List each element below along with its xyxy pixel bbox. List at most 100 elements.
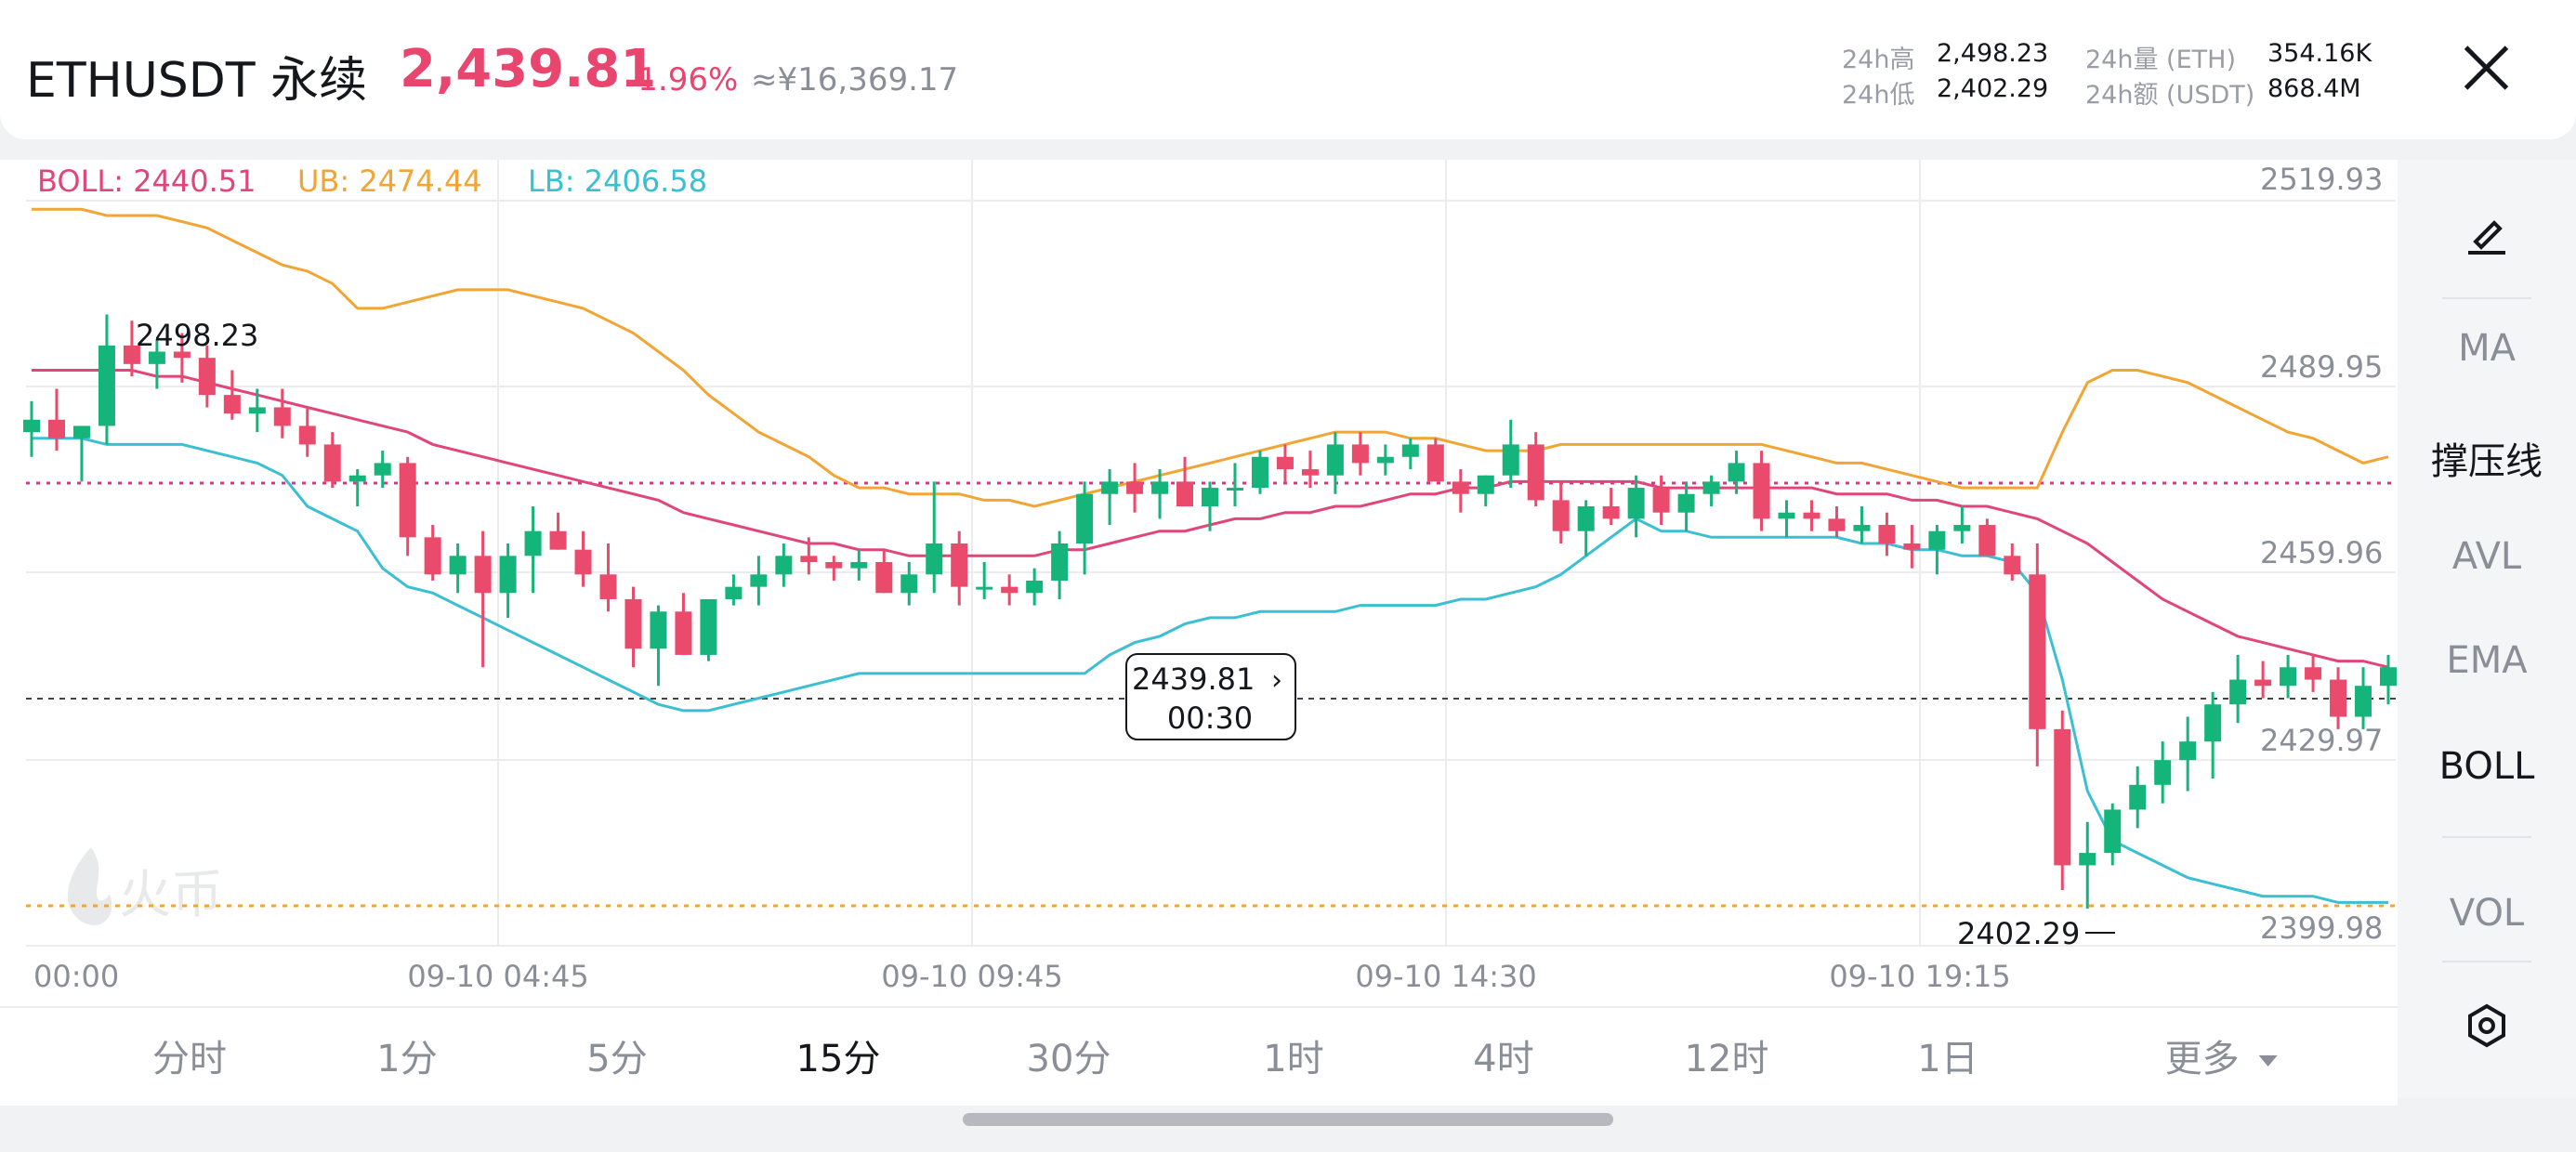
stat-high-label: 24h高 — [1842, 46, 1915, 74]
candle — [2254, 661, 2272, 699]
candle — [1076, 481, 1094, 575]
tab-12h[interactable]: 12时 — [1684, 1038, 1769, 1080]
stat-turnover-label: 24h额 (USDT) — [2085, 81, 2255, 110]
candle-body — [2004, 556, 2021, 575]
candle-body — [1978, 525, 1996, 556]
sidebar-item-boll[interactable]: BOLL — [2438, 745, 2535, 788]
candle-body — [198, 358, 216, 396]
tab-5m[interactable]: 5分 — [586, 1038, 648, 1080]
candle-body — [399, 463, 416, 538]
candle-body — [323, 444, 341, 482]
time-tick: 09-10 04:45 — [407, 959, 588, 994]
candle — [1452, 469, 1469, 513]
candle — [1202, 481, 1218, 531]
candle-body — [1351, 444, 1369, 464]
candle — [1051, 530, 1069, 599]
candle-body — [1176, 481, 1194, 507]
stat-volume-value: 354.16K — [2267, 39, 2372, 68]
candle-body — [424, 537, 441, 575]
price-tick: 2459.96 — [2260, 535, 2383, 570]
candle — [2204, 691, 2222, 779]
candle — [1176, 456, 1194, 507]
candle-body — [1878, 525, 1896, 544]
caret-down-icon — [2258, 1055, 2278, 1067]
candle — [2280, 654, 2297, 699]
candle — [1477, 475, 1494, 507]
candle — [1627, 475, 1645, 538]
lb-value-label: LB: 2406.58 — [528, 164, 707, 199]
ticker-header: ETHUSDT 永续 2,439.81 -1.96% ≈¥16,369.17 2… — [0, 0, 2576, 139]
sidebar-item-support-resistance[interactable]: 撑压线 — [2431, 440, 2543, 483]
low-price-marker: 2402.29 — [1957, 916, 2080, 951]
candle — [123, 321, 140, 377]
candle-body — [1753, 463, 1770, 519]
candle — [47, 388, 65, 452]
tab-more-label: 更多 — [2164, 1038, 2240, 1080]
candle-body — [298, 425, 316, 445]
candle-body — [47, 419, 65, 439]
candle-body — [2229, 679, 2247, 705]
candle-body — [1602, 506, 1620, 519]
candle-body — [1202, 488, 1218, 507]
tab-timeline[interactable]: 分时 — [152, 1038, 227, 1080]
draw-tool-icon[interactable] — [2459, 206, 2515, 262]
boll-lower-band-line — [32, 437, 2388, 904]
candle-body — [1552, 500, 1570, 531]
kline-chart-panel[interactable]: 火币 BOLL: 2440.51 UB: 2474.44 LB: 2406.58… — [0, 160, 2398, 1106]
candle-body — [248, 407, 266, 414]
tab-more[interactable]: 更多 — [2165, 1028, 2278, 1082]
sidebar-item-ema[interactable]: EMA — [2446, 639, 2528, 682]
candle — [800, 537, 818, 575]
candle — [976, 561, 993, 599]
tab-30m[interactable]: 30分 — [1026, 1038, 1111, 1080]
candle — [424, 525, 441, 581]
tab-15m[interactable]: 15分 — [795, 1038, 881, 1080]
home-indicator[interactable] — [963, 1113, 1613, 1126]
settings-icon[interactable] — [2464, 1003, 2509, 1048]
candle-body — [1076, 493, 1094, 544]
current-price-tag[interactable]: 2439.81 › 00:30 — [1125, 653, 1296, 740]
candle — [323, 432, 341, 489]
candle — [1853, 506, 1871, 544]
tab-1m[interactable]: 1分 — [376, 1038, 438, 1080]
cny-equivalent: ≈¥16,369.17 — [751, 61, 959, 98]
candle — [399, 456, 416, 556]
candle-body — [374, 463, 391, 476]
close-icon[interactable] — [2453, 35, 2518, 100]
tab-1h[interactable]: 1时 — [1263, 1038, 1324, 1080]
tab-4h[interactable]: 4时 — [1473, 1038, 1534, 1080]
candle — [1803, 500, 1820, 531]
tab-1d[interactable]: 1日 — [1917, 1038, 1978, 1080]
watermark-text: 火币 — [119, 865, 223, 925]
candle — [273, 388, 291, 439]
candle-body — [1778, 512, 1795, 519]
candle — [951, 530, 968, 606]
time-tick: 09-10 14:30 — [1355, 959, 1536, 994]
candle-body — [273, 407, 291, 426]
candle-body — [1502, 444, 1519, 476]
candle — [1326, 432, 1344, 494]
candle — [1001, 574, 1019, 606]
candle — [2104, 803, 2122, 866]
candle-body — [825, 561, 843, 569]
kline-chart[interactable]: 火币 BOLL: 2440.51 UB: 2474.44 LB: 2406.58… — [0, 160, 2398, 1106]
sidebar-item-avl[interactable]: AVL — [2451, 535, 2522, 578]
candle-body — [1151, 481, 1169, 494]
candle — [1652, 475, 1670, 526]
candle-body — [2280, 667, 2297, 687]
candle-body — [474, 556, 492, 594]
candle — [650, 605, 667, 687]
symbol-title[interactable]: ETHUSDT 永续 — [26, 53, 368, 109]
candle — [700, 598, 717, 661]
last-price: 2,439.81 — [400, 39, 657, 99]
stat-turnover-value: 868.4M — [2267, 74, 2361, 103]
candle — [926, 481, 943, 594]
candle — [1928, 525, 1946, 575]
price-tick: 2489.95 — [2260, 349, 2383, 385]
sidebar-item-ma[interactable]: MA — [2458, 327, 2516, 370]
candle — [1577, 500, 1595, 556]
sidebar-item-vol[interactable]: VOL — [2449, 892, 2525, 935]
candle-body — [1728, 463, 1745, 482]
candle-body — [775, 556, 793, 575]
candle — [72, 425, 90, 482]
